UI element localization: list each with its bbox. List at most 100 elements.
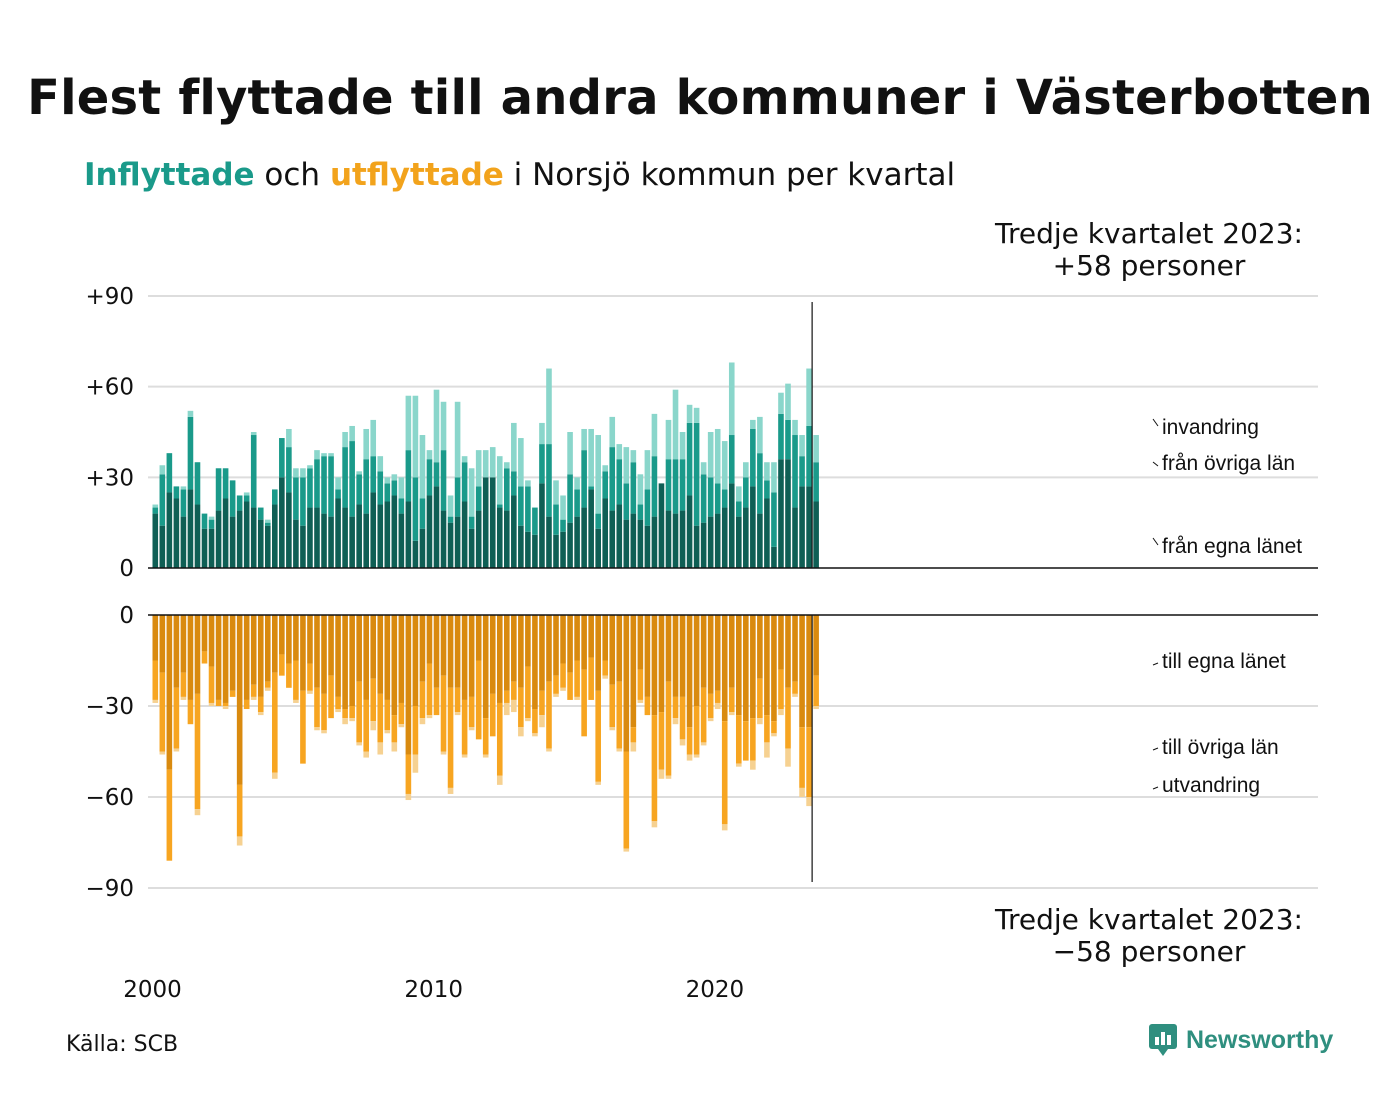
bar-out-2017Q4-0 bbox=[651, 615, 658, 716]
bar-out-2013Q4-2 bbox=[539, 715, 545, 728]
bar-out-2018Q1-1 bbox=[658, 712, 665, 770]
bar-out-2013Q3-2 bbox=[532, 733, 538, 737]
bar-out-2002Q2-0 bbox=[215, 615, 222, 700]
bar-out-2015Q4-0 bbox=[595, 615, 601, 691]
bar-out-2003Q1-0 bbox=[236, 615, 243, 785]
bar-out-2011Q2-0 bbox=[468, 615, 475, 697]
bar-in-2019Q2-0 bbox=[693, 525, 700, 568]
brand-name: Newsworthy bbox=[1186, 1025, 1334, 1054]
bar-in-2013Q1-2 bbox=[518, 438, 524, 487]
bar-in-2009Q4-1 bbox=[426, 459, 433, 496]
bar-out-2004Q3-1 bbox=[279, 654, 285, 676]
bar-out-2021Q2-2 bbox=[750, 760, 756, 770]
bar-in-2008Q1-2 bbox=[377, 456, 384, 472]
bar-out-2017Q3-1 bbox=[644, 696, 651, 716]
bar-out-2009Q4-1 bbox=[426, 663, 433, 716]
bar-in-2001Q1-0 bbox=[180, 516, 187, 568]
bar-in-2001Q2-2 bbox=[187, 410, 194, 417]
bar-in-2001Q3-1 bbox=[194, 462, 201, 505]
xtick-2020: 2020 bbox=[686, 977, 745, 1003]
bar-in-2009Q2-1 bbox=[412, 477, 419, 541]
bar-in-2000Q1-2 bbox=[152, 504, 159, 508]
bar-in-2001Q4-0 bbox=[201, 528, 208, 568]
bar-in-2019Q1-2 bbox=[686, 404, 693, 423]
bar-out-2004Q3-0 bbox=[279, 615, 285, 655]
bar-out-2023Q3-0 bbox=[813, 615, 819, 676]
bar-in-2014Q1-2 bbox=[546, 368, 552, 445]
bar-in-2014Q1-0 bbox=[546, 516, 552, 568]
bar-out-2012Q1-0 bbox=[489, 615, 496, 694]
bar-in-2018Q1-0 bbox=[658, 483, 665, 568]
bar-out-2000Q4-1 bbox=[173, 687, 180, 749]
bar-in-2013Q4-1 bbox=[539, 444, 545, 484]
bar-out-2004Q4-1 bbox=[286, 663, 292, 688]
bar-in-2003Q1-0 bbox=[236, 510, 243, 568]
bar-out-2022Q3-1 bbox=[785, 687, 791, 749]
bar-in-2015Q1-2 bbox=[574, 477, 580, 490]
bar-in-2000Q2-0 bbox=[159, 525, 166, 568]
bar-out-2018Q2-2 bbox=[665, 775, 672, 779]
bar-in-2021Q2-0 bbox=[750, 486, 756, 568]
bar-in-2009Q4-2 bbox=[426, 450, 433, 460]
ytick-in-2: +60 bbox=[85, 375, 134, 401]
bar-out-2022Q4-1 bbox=[792, 681, 798, 694]
bar-out-2005Q3-2 bbox=[307, 690, 313, 694]
bar-in-2012Q4-2 bbox=[511, 422, 517, 472]
bar-out-2022Q1-0 bbox=[771, 615, 777, 722]
bar-out-2009Q3-0 bbox=[419, 615, 426, 682]
bar-out-2008Q4-0 bbox=[398, 615, 405, 703]
bar-in-2018Q3-2 bbox=[672, 389, 679, 460]
bar-in-2016Q2-2 bbox=[609, 416, 616, 448]
bar-out-2014Q2-2 bbox=[553, 693, 559, 697]
bar-in-2019Q1-0 bbox=[686, 495, 693, 568]
leader-in-2 bbox=[1152, 418, 1159, 427]
bar-in-2023Q1-1 bbox=[799, 456, 805, 487]
bar-out-2020Q2-0 bbox=[721, 615, 728, 722]
bar-out-2009Q3-1 bbox=[419, 681, 426, 719]
bar-out-2008Q2-1 bbox=[384, 699, 391, 731]
bar-out-2020Q1-2 bbox=[714, 702, 721, 710]
bar-in-2010Q3-0 bbox=[447, 522, 454, 568]
bar-out-2012Q2-2 bbox=[496, 775, 503, 785]
bar-in-2016Q4-2 bbox=[623, 447, 630, 484]
bar-in-2015Q3-1 bbox=[588, 486, 594, 490]
bar-out-2022Q1-2 bbox=[771, 733, 777, 737]
bar-in-2009Q1-0 bbox=[405, 501, 412, 568]
bar-in-2018Q2-1 bbox=[665, 459, 672, 511]
bar-in-2013Q3-1 bbox=[532, 507, 538, 535]
bar-out-2001Q3-1 bbox=[194, 693, 201, 810]
bar-in-2015Q2-2 bbox=[581, 428, 587, 451]
bar-out-2003Q4-1 bbox=[257, 696, 264, 713]
bar-out-2014Q2-1 bbox=[553, 675, 559, 694]
bar-out-2017Q4-2 bbox=[651, 821, 658, 828]
bar-out-2014Q4-0 bbox=[567, 615, 573, 673]
bar-in-2017Q3-0 bbox=[644, 525, 651, 568]
bar-out-2021Q2-1 bbox=[750, 718, 756, 761]
bar-out-2002Q1-1 bbox=[208, 666, 215, 703]
bar-out-2005Q1-2 bbox=[293, 699, 299, 703]
bar-out-2017Q4-1 bbox=[651, 715, 658, 822]
bar-out-2016Q1-2 bbox=[602, 675, 609, 679]
bar-in-2000Q4-1 bbox=[173, 486, 180, 499]
bar-out-2015Q1-1 bbox=[574, 660, 580, 697]
bar-in-2004Q2-0 bbox=[272, 504, 278, 568]
bar-out-2000Q3-1 bbox=[166, 769, 173, 861]
bar-out-2004Q1-2 bbox=[264, 687, 271, 691]
bar-in-2023Q2-1 bbox=[806, 425, 812, 487]
series-label-out-1: till övriga län bbox=[1162, 736, 1279, 759]
bar-in-2007Q1-2 bbox=[349, 425, 355, 442]
bar-out-2016Q4-1 bbox=[623, 751, 630, 849]
bar-in-2006Q3-0 bbox=[335, 498, 341, 568]
bar-out-2006Q3-0 bbox=[335, 615, 341, 697]
bar-in-2006Q3-1 bbox=[335, 489, 341, 499]
series-label-in-0: från egna länet bbox=[1162, 535, 1302, 558]
bar-in-2011Q2-0 bbox=[468, 528, 475, 568]
bar-in-2014Q4-1 bbox=[567, 474, 573, 523]
bar-out-2010Q2-1 bbox=[440, 675, 447, 752]
bar-out-2000Q3-0 bbox=[166, 615, 173, 770]
bar-out-2018Q3-0 bbox=[672, 615, 679, 697]
bar-out-2003Q2-0 bbox=[243, 615, 250, 700]
bar-out-2000Q1-2 bbox=[152, 699, 159, 703]
bar-in-2021Q4-0 bbox=[764, 498, 770, 568]
bar-in-2009Q3-2 bbox=[419, 435, 426, 499]
